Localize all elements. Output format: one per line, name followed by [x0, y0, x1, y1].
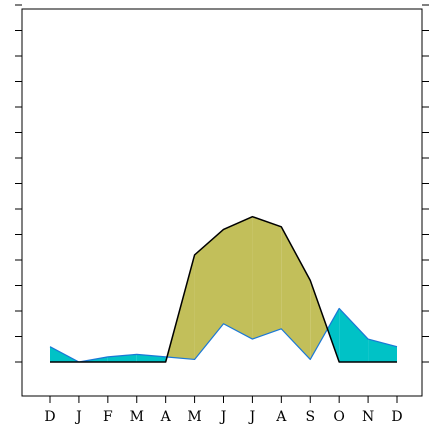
x-tick-label: O — [333, 409, 344, 425]
x-tick-label: N — [362, 409, 374, 425]
x-tick-label: D — [44, 409, 55, 425]
x-tick-label: S — [305, 409, 315, 425]
x-tick-label: A — [160, 409, 172, 425]
x-tick-label: M — [130, 409, 144, 425]
x-tick-label: A — [275, 409, 287, 425]
x-tick-label: J — [74, 409, 82, 425]
y-axis-right — [422, 4, 429, 363]
x-tick-label: J — [219, 409, 227, 425]
x-tick-label: F — [103, 409, 113, 425]
series-2-line — [49, 307, 398, 363]
fill-series1-above — [310, 280, 328, 360]
fill-series2-above — [339, 308, 369, 362]
series-1-line — [50, 215, 397, 363]
fill-series1-above — [194, 229, 224, 360]
y-axis-left — [15, 4, 22, 363]
fill-series1-above — [223, 216, 253, 340]
x-tick-label: D — [391, 409, 402, 425]
x-tick-label: J — [248, 409, 256, 425]
fill-series1-above — [281, 226, 311, 360]
fill-series2-above — [327, 308, 340, 362]
fill-series1-above — [252, 216, 282, 340]
difference-fills — [50, 216, 397, 362]
series-lines — [49, 215, 398, 363]
fill-series2-above — [368, 339, 397, 362]
x-tick-label: M — [187, 409, 201, 425]
plot-frame — [21, 8, 423, 397]
